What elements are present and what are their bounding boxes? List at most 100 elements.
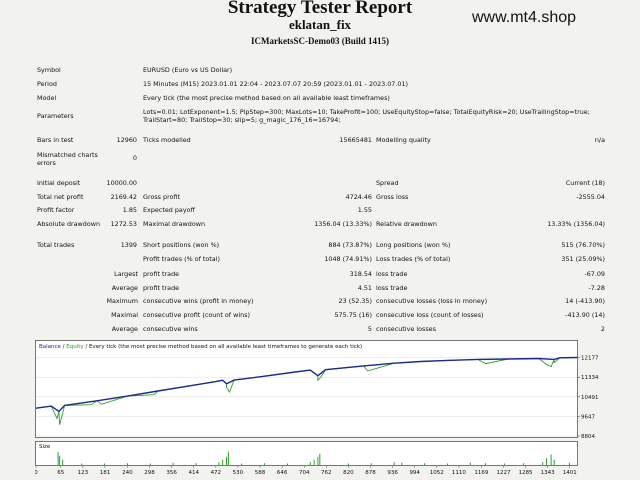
max-consecutive-wins-value: 23 (52.35) (338, 297, 372, 305)
profit-factor-value: 1.85 (122, 206, 137, 214)
largest-loss-label: loss trade (376, 270, 408, 278)
x-tick-label-0: 0 (35, 470, 38, 476)
y-tick-label-0: 12177 (581, 356, 599, 362)
x-tick-label-20: 1169 (474, 470, 488, 476)
largest-loss-value: -67.09 (584, 270, 605, 278)
average-loss-value: -7.28 (588, 284, 605, 292)
avg-consecutive-wins-label: consecutive wins (143, 325, 198, 333)
balance-chart-svg: Balance / Equity / Every tick (the most … (34, 340, 599, 476)
gross-loss-value: -2555.04 (576, 193, 605, 201)
x-tick-label-11: 646 (277, 470, 288, 476)
net-profit-label: Total net profit (37, 193, 84, 201)
deposit-value: 10000.00 (106, 179, 138, 187)
x-tick-label-23: 1343 (541, 470, 555, 476)
x-tick-label-6: 356 (166, 470, 177, 476)
main-plot-frame (35, 340, 578, 438)
average-profit-value: 4.51 (357, 284, 372, 292)
x-tick-label-22: 1285 (519, 470, 533, 476)
largest-prefix: Largest (114, 270, 138, 278)
x-tick-label-18: 1052 (430, 470, 444, 476)
loss-trades-label: Loss trades (% of total) (376, 255, 451, 263)
mismatch-value: 0 (132, 154, 137, 162)
expected-payoff-label: Expected payoff (143, 206, 195, 214)
gross-profit-label: Gross profit (143, 193, 181, 201)
max-consecutive-losses-value: 14 (-413.90) (565, 297, 605, 305)
x-tick-label-2: 123 (78, 470, 89, 476)
quality-value: n/a (594, 136, 605, 144)
average-prefix: Average (111, 284, 138, 292)
mismatch-label: Mismatched charts errors (37, 151, 98, 167)
quality-label: Modelling quality (376, 136, 431, 144)
report-title: Strategy Tester Report (227, 0, 413, 18)
largest-profit-value: 318.54 (349, 270, 372, 278)
y-tick-label-2: 10491 (581, 395, 599, 401)
symbol-label: Symbol (37, 66, 61, 74)
maximal-consecutive-profit-label: consecutive profit (count of wins) (143, 311, 250, 319)
watermark-text: www.mt4.shop (472, 9, 577, 26)
max-drawdown-value: 1356.04 (13.33%) (314, 220, 372, 228)
max-drawdown-label: Maximal drawdown (143, 220, 206, 228)
legend-rest: / Every tick (the most precise method ba… (84, 344, 362, 350)
period-value: 15 Minutes (M15) 2023.01.01 22:04 - 2023… (143, 80, 409, 88)
x-tick-label-9: 530 (233, 470, 244, 476)
average-profit-label: profit trade (143, 284, 180, 292)
loss-trades-value: 351 (25.09%) (561, 255, 605, 263)
model-label: Model (37, 94, 57, 102)
x-tick-label-7: 414 (188, 470, 199, 476)
x-tick-label-15: 878 (365, 470, 376, 476)
total-trades-label: Total trades (37, 241, 75, 249)
y-axis-ticks: 12177 11334 10491 9647 8804 (577, 356, 599, 440)
legend-equity: Equity (66, 344, 84, 350)
deposit-label: Initial deposit (37, 179, 81, 187)
short-positions-label: Short positions (won %) (143, 241, 220, 249)
max-consecutive-losses-label: consecutive losses (loss in money) (376, 297, 488, 305)
spread-value: Current (18) (565, 179, 605, 187)
y-tick-label-1: 11334 (581, 375, 599, 381)
ticks-value: 15665481 (339, 136, 372, 144)
balance-chart: Balance / Equity / Every tick (the most … (34, 340, 615, 478)
average-loss-label: loss trade (376, 284, 408, 292)
rel-drawdown-label: Relative drawdown (376, 220, 437, 228)
legend-balance: Balance (39, 344, 62, 350)
bars-value: 12960 (116, 136, 137, 144)
spread-label: Spread (376, 179, 399, 187)
bars-label: Bars in test (37, 136, 74, 144)
maximal-consecutive-loss-label: consecutive loss (count of losses) (376, 311, 484, 319)
x-tick-label-4: 240 (122, 470, 133, 476)
volume-bars (57, 451, 570, 465)
expert-advisor-name: eklatan_fix (288, 17, 352, 32)
ticks-label: Ticks modelled (143, 136, 191, 144)
x-tick-label-17: 994 (409, 470, 420, 476)
period-label: Period (37, 80, 57, 88)
server-build: ICMarketsSC-Demo03 (Build 1415) (251, 36, 389, 46)
y-tick-label-4: 8804 (581, 434, 595, 440)
x-tick-label-12: 704 (299, 470, 310, 476)
x-tick-label-24: 1401 (563, 470, 577, 476)
x-tick-label-8: 472 (211, 470, 222, 476)
volume-plot-frame (35, 441, 578, 466)
avg-consecutive-losses-value: 2 (600, 325, 605, 333)
short-positions-value: 884 (73.87%) (328, 241, 372, 249)
size-label: Size (39, 444, 51, 450)
net-profit-value: 2169.42 (110, 193, 137, 201)
avg-consecutive-losses-label: consecutive losses (376, 325, 436, 333)
avg-consecutive-wins-value: 5 (367, 325, 372, 333)
expected-payoff-value: 1.55 (357, 206, 372, 214)
balance-line (35, 356, 578, 413)
legend-sep: / (61, 344, 66, 350)
long-positions-value: 515 (76.70%) (561, 241, 605, 249)
max-consecutive-wins-label: consecutive wins (profit in money) (143, 297, 254, 305)
x-axis-ticks: 0 65 123 181 240 298 356 414 472 530 588 646 704 762 8… (34, 466, 577, 476)
report-header: Strategy Tester Report eklatan_fix ICMar… (0, 0, 640, 54)
maximal-consecutive-loss-value: -413.90 (14) (565, 311, 605, 319)
abs-drawdown-value: 1272.53 (110, 220, 137, 228)
x-tick-label-3: 181 (100, 470, 111, 476)
chart-legend: Balance / Equity / Every tick (the most … (39, 344, 362, 350)
symbol-value: EURUSD (Euro vs US Dollar) (143, 66, 233, 74)
total-trades-value: 1399 (120, 241, 137, 249)
x-tick-label-13: 762 (321, 470, 332, 476)
rel-drawdown-value: 13.33% (1356.04) (547, 220, 605, 228)
profit-factor-label: Profit factor (37, 206, 75, 214)
x-tick-label-21: 1227 (496, 470, 510, 476)
long-positions-label: Long positions (won %) (376, 241, 451, 249)
